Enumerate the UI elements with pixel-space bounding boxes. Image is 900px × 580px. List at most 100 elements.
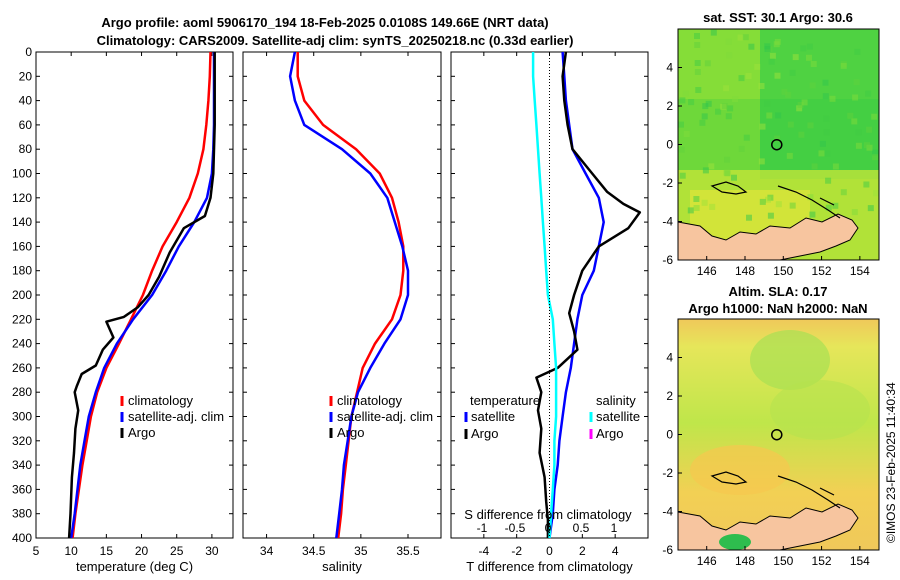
- sst-noise-cell: [789, 69, 796, 76]
- temperature-legend-label: Argo: [128, 425, 155, 440]
- sst-coast-island: [819, 197, 835, 206]
- sla-map-ytick-label: 4: [666, 351, 673, 365]
- sst-noise-cell: [723, 85, 730, 92]
- sst-noise-cell: [725, 113, 732, 120]
- temperature-legend-label: climatology: [128, 393, 194, 408]
- sst-noise-cell: [748, 43, 755, 50]
- temperature-profile-xtick-label: 30: [205, 544, 219, 558]
- sst-noise-cell: [863, 181, 870, 188]
- sst-noise-cell: [832, 163, 839, 170]
- sst-noise-cell: [854, 48, 861, 55]
- sst-noise-cell: [822, 93, 829, 100]
- sst-noise-cell: [871, 113, 878, 120]
- temperature-profile-xtick-label: 10: [64, 544, 78, 558]
- salinity-diff-tick-label: 0: [545, 521, 552, 535]
- salinity-diff-tick-label: 0.5: [573, 521, 590, 535]
- sst-noise-cell: [704, 60, 711, 67]
- salinity-legend-label: Argo: [337, 425, 364, 440]
- difference-panel: -4 -2 0 2 4T difference from climatology -1 -0…: [450, 51, 649, 574]
- sst-noise-cell: [693, 205, 700, 211]
- sst-noise-cell: [688, 99, 695, 106]
- sst-noise-cell: [807, 194, 814, 201]
- sla-map-ytick-label: 0: [666, 428, 673, 442]
- sst-map-ytick-label: 0: [666, 138, 673, 152]
- sst-noise-cell: [746, 214, 752, 221]
- depth-tick-label: 40: [19, 94, 33, 108]
- sst-noise-cell: [701, 199, 708, 206]
- sst-noise-cell: [738, 75, 745, 82]
- sla-coast-new-ireland: [710, 471, 748, 485]
- temperature-legend-label: satellite-adj. clim: [128, 409, 224, 424]
- diff-legend-label-temperature: satellite: [471, 409, 515, 424]
- sst-noise-cell: [864, 142, 870, 149]
- sst-noise-cell: [687, 207, 694, 214]
- sla-high-east: [770, 380, 870, 440]
- sst-noise-cell: [865, 90, 872, 97]
- diff-legend-label-salinity: Argo: [596, 426, 623, 441]
- sla-map-title-line1: Altim. SLA: 0.17: [729, 284, 828, 299]
- sst-noise-cell: [797, 102, 804, 108]
- sst-noise-cell: [758, 158, 765, 165]
- sst-noise-cell: [724, 156, 731, 163]
- sst-noise-cell: [693, 196, 700, 202]
- sst-noise-cell: [825, 204, 832, 211]
- depth-tick-label: 140: [12, 215, 32, 229]
- salinity-profile-xtick-label: 35: [354, 544, 368, 558]
- sst-map-axes: 146 148 150 152 154 4 2 0 -2 -4 -6: [662, 61, 870, 279]
- sla-map-xtick-label: 146: [697, 554, 717, 568]
- sst-noise-cell: [745, 73, 752, 79]
- sst-noise-cell: [786, 152, 793, 159]
- temperature-profile-series-argo: [67, 52, 216, 539]
- sst-noise-cell: [872, 149, 878, 156]
- sst-noise-cell: [709, 203, 716, 210]
- sst-map-xtick-label: 148: [735, 264, 755, 278]
- sst-noise-cell: [731, 174, 737, 181]
- salinity-legend-label: climatology: [337, 393, 403, 408]
- sst-noise-cell: [789, 202, 796, 209]
- sst-noise-cell: [823, 129, 830, 136]
- sst-noise-cell: [768, 58, 775, 65]
- sst-argo-marker: [771, 138, 783, 151]
- depth-tick-label: 60: [19, 118, 33, 132]
- depth-tick-label: 180: [12, 264, 32, 278]
- sst-noise-cell: [715, 108, 722, 115]
- salinity-profile-series-climatology: [296, 52, 405, 539]
- difference-profile-xlabel: T difference from climatology: [466, 559, 633, 574]
- sst-noise-cell: [737, 34, 744, 41]
- sst-noise-cell: [775, 112, 782, 119]
- sst-noise-cell: [764, 100, 771, 107]
- sst-noise-cell: [801, 99, 808, 106]
- sst-noise-cell: [796, 105, 803, 112]
- sla-argo-marker: [771, 428, 783, 441]
- sst-noise-cell: [822, 79, 829, 86]
- sst-noise-cell: [678, 121, 684, 128]
- sla-map-ytick-label: -2: [662, 466, 673, 480]
- sst-noise-cell: [855, 129, 862, 136]
- sst-noise-cell: [773, 41, 780, 48]
- sst-noise-cell: [708, 163, 715, 170]
- depth-tick-label: 100: [12, 167, 32, 181]
- sst-noise-cell: [678, 146, 685, 153]
- sst-noise-cell: [682, 90, 689, 97]
- figure-title-line2: Climatology: CARS2009. Satellite-adj cli…: [97, 33, 574, 48]
- sst-noise-cell: [872, 154, 879, 161]
- sst-noise-cell: [785, 91, 792, 98]
- sla-map-ytick-label: -6: [662, 543, 673, 557]
- sst-map-xtick-label: 150: [773, 264, 793, 278]
- sst-noise-cell: [851, 209, 858, 216]
- sst-noise-cell: [781, 88, 788, 95]
- sst-map-ytick-label: -6: [662, 253, 673, 267]
- sst-land-new-guinea: [678, 213, 859, 260]
- sst-map-ytick-label: -2: [662, 176, 673, 190]
- sst-noise-cell: [694, 42, 701, 48]
- temperature-profile-series-climatology: [71, 51, 212, 539]
- sst-noise-cell: [702, 167, 709, 174]
- difference-profile-xtick-label: -4: [478, 544, 489, 558]
- sst-noise-cell: [726, 52, 733, 59]
- depth-tick-label: 240: [12, 337, 32, 351]
- sst-noise-cell: [754, 63, 761, 70]
- depth-tick-label: 320: [12, 434, 32, 448]
- depth-tick-label: 220: [12, 312, 32, 326]
- sst-noise-cell: [787, 121, 794, 128]
